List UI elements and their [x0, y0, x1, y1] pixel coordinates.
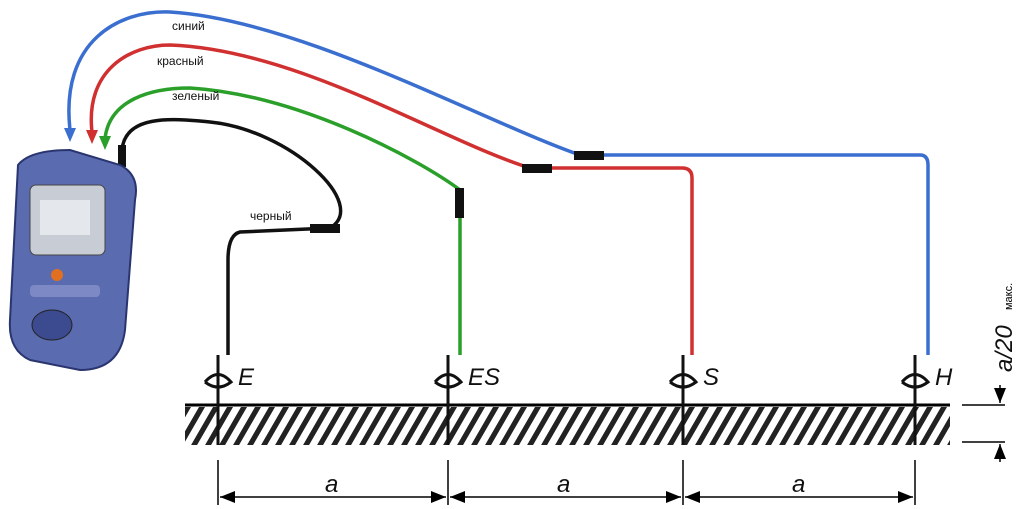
depth-note: макс. — [1003, 283, 1015, 310]
ground — [185, 403, 950, 445]
dimension-lines — [217, 385, 1006, 505]
distance-label: a — [557, 471, 570, 498]
electrode-label: E — [238, 364, 255, 391]
wire-label: синий — [172, 19, 205, 33]
wire-label: зеленый — [172, 89, 219, 103]
wire-label: красный — [157, 54, 204, 68]
distance-label: a — [792, 471, 805, 498]
meter-device — [8, 148, 137, 372]
distance-label: a — [325, 471, 338, 498]
depth-label: a/20 — [991, 325, 1017, 372]
electrode-label: H — [935, 364, 953, 391]
electrode-label: S — [703, 364, 719, 391]
electrodes — [203, 355, 931, 445]
wires — [67, 10, 930, 355]
connectors — [64, 128, 604, 233]
wire-label: черный — [250, 209, 292, 223]
electrode-label: ES — [468, 364, 500, 391]
